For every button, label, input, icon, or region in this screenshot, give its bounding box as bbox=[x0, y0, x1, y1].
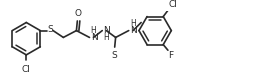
Text: S: S bbox=[47, 25, 53, 34]
Text: N: N bbox=[103, 26, 110, 35]
Text: N: N bbox=[91, 33, 98, 42]
Text: H: H bbox=[103, 33, 109, 42]
Text: H: H bbox=[91, 26, 96, 35]
Text: H: H bbox=[130, 19, 136, 28]
Text: Cl: Cl bbox=[21, 65, 30, 74]
Text: F: F bbox=[168, 51, 174, 60]
Text: N: N bbox=[130, 26, 137, 35]
Text: S: S bbox=[111, 51, 117, 59]
Text: Cl: Cl bbox=[168, 0, 177, 9]
Text: O: O bbox=[75, 9, 82, 18]
